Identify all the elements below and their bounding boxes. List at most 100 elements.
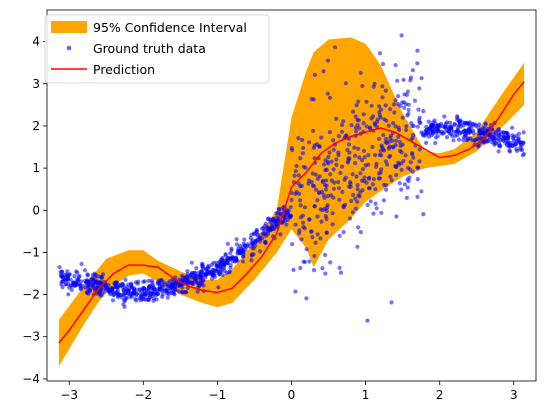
- ground-truth-point: [496, 133, 501, 138]
- ground-truth-point: [408, 167, 413, 172]
- ground-truth-point: [374, 119, 380, 124]
- ground-truth-point: [351, 192, 356, 197]
- ground-truth-point: [242, 237, 247, 242]
- ground-truth-point: [415, 194, 420, 199]
- ground-truth-point: [151, 298, 156, 303]
- ground-truth-point: [140, 296, 145, 301]
- ground-truth-point: [455, 129, 460, 134]
- ground-truth-point: [292, 173, 297, 178]
- ground-truth-point: [189, 260, 194, 265]
- ground-truth-point: [399, 33, 404, 38]
- ground-truth-point: [329, 178, 334, 183]
- ground-truth-point: [466, 121, 471, 126]
- ground-truth-point: [211, 268, 216, 273]
- legend-gt-label: Ground truth data: [93, 41, 206, 56]
- ground-truth-point: [299, 237, 304, 242]
- ground-truth-point: [396, 125, 401, 130]
- ground-truth-point: [377, 104, 382, 109]
- ground-truth-point: [293, 169, 298, 174]
- ground-truth-point: [121, 288, 126, 293]
- ground-truth-point: [404, 124, 409, 129]
- ground-truth-point: [417, 86, 422, 91]
- ground-truth-point: [327, 150, 332, 155]
- ground-truth-point: [358, 230, 363, 235]
- ground-truth-point: [383, 103, 388, 108]
- ground-truth-point: [298, 156, 303, 161]
- ground-truth-point: [336, 134, 341, 139]
- ground-truth-point: [374, 206, 379, 211]
- ground-truth-point: [442, 130, 447, 135]
- ground-truth-point: [418, 120, 423, 125]
- ground-truth-point: [195, 289, 200, 294]
- ground-truth-point: [108, 288, 113, 293]
- ground-truth-point: [455, 133, 460, 138]
- ground-truth-point: [360, 158, 365, 163]
- ground-truth-point: [383, 159, 388, 164]
- ground-truth-point: [217, 260, 222, 265]
- ground-truth-point: [521, 130, 526, 135]
- ground-truth-point: [332, 45, 338, 50]
- ground-truth-point: [415, 177, 420, 182]
- ground-truth-point: [313, 172, 318, 177]
- ground-truth-point: [400, 115, 405, 120]
- ground-truth-point: [376, 176, 381, 181]
- ground-truth-point: [323, 214, 328, 219]
- ground-truth-point: [328, 260, 333, 265]
- ground-truth-point: [404, 127, 409, 133]
- ground-truth-point: [315, 198, 320, 203]
- ground-truth-point: [173, 287, 178, 292]
- ground-truth-point: [98, 293, 103, 298]
- x-tick-label: 0: [288, 388, 296, 402]
- ground-truth-point: [198, 273, 203, 278]
- ground-truth-point: [364, 180, 369, 185]
- ground-truth-point: [330, 222, 335, 227]
- ground-truth-point: [388, 107, 393, 112]
- ground-truth-point: [307, 140, 312, 145]
- ground-truth-point: [358, 171, 363, 176]
- ground-truth-point: [435, 134, 440, 139]
- ground-truth-point: [382, 117, 387, 122]
- ground-truth-point: [366, 176, 371, 181]
- ground-truth-point: [150, 289, 155, 294]
- ground-truth-point: [301, 220, 306, 225]
- ground-truth-point: [319, 189, 324, 194]
- ground-truth-point: [463, 134, 468, 139]
- ground-truth-point: [405, 185, 410, 190]
- ground-truth-point: [312, 204, 317, 209]
- ground-truth-point: [377, 51, 383, 56]
- ground-truth-point: [212, 274, 217, 280]
- ground-truth-point: [397, 139, 402, 145]
- ground-truth-point: [293, 289, 298, 294]
- ground-truth-point: [312, 72, 317, 77]
- ground-truth-point: [379, 210, 384, 215]
- ground-truth-point: [355, 199, 360, 204]
- ground-truth-point: [386, 139, 391, 144]
- ground-truth-point: [92, 288, 97, 293]
- ground-truth-point: [367, 126, 372, 131]
- ground-truth-point: [388, 174, 393, 179]
- ground-truth-point: [205, 265, 210, 270]
- ground-truth-point: [121, 283, 126, 288]
- ground-truth-point: [415, 61, 420, 66]
- ground-truth-point: [464, 138, 469, 143]
- y-tick-label: −4: [22, 372, 40, 386]
- ground-truth-point: [482, 140, 487, 145]
- ground-truth-point: [180, 273, 185, 278]
- ground-truth-point: [177, 283, 182, 288]
- ground-truth-point: [521, 151, 527, 156]
- ground-truth-point: [263, 239, 268, 244]
- ground-truth-point: [364, 99, 369, 104]
- ground-truth-point: [338, 170, 343, 175]
- ground-truth-point: [136, 287, 141, 292]
- y-tick-label: 3: [32, 77, 40, 91]
- ground-truth-point: [426, 119, 431, 124]
- ground-truth-point: [324, 230, 329, 235]
- ground-truth-point: [204, 272, 209, 277]
- ground-truth-point: [294, 163, 299, 169]
- ground-truth-point: [362, 155, 367, 160]
- ground-truth-point: [419, 76, 424, 81]
- ground-truth-point: [313, 187, 319, 192]
- ground-truth-point: [234, 237, 239, 242]
- ground-truth-point: [326, 58, 331, 63]
- ground-truth-point: [228, 251, 233, 256]
